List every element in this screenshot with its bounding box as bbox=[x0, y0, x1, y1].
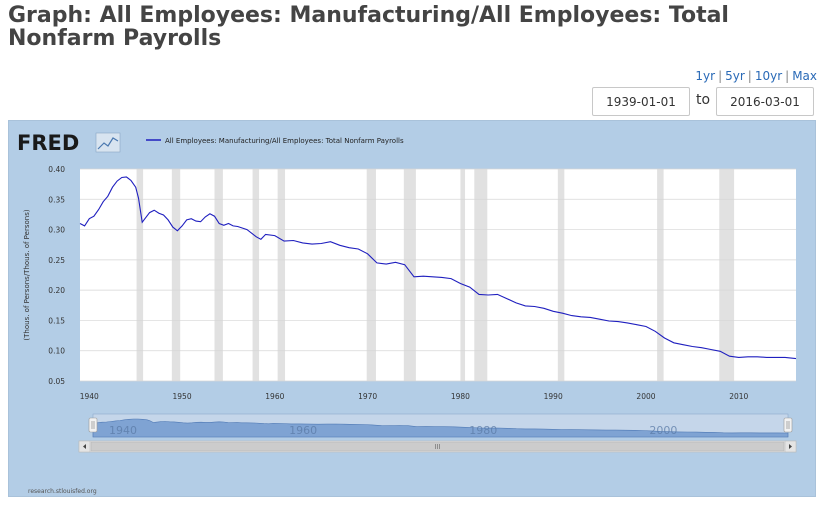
range-link-5yr[interactable]: 5yr bbox=[725, 69, 745, 83]
y-tick-label: 0.40 bbox=[48, 165, 65, 174]
chart-panel: FRED All Employees: Manufacturing/All Emp… bbox=[8, 120, 816, 497]
recession-band bbox=[719, 169, 735, 381]
x-tick-label: 1950 bbox=[173, 392, 192, 401]
source-credit: research.stlouisfed.org bbox=[28, 488, 97, 495]
recession-band bbox=[474, 169, 488, 381]
y-tick-label: 0.05 bbox=[48, 377, 65, 386]
fred-logo-graph-icon bbox=[95, 132, 121, 153]
arrow-left-icon bbox=[83, 444, 86, 449]
recession-band bbox=[557, 169, 565, 381]
recession-band bbox=[214, 169, 223, 381]
x-tick-label: 2010 bbox=[729, 392, 748, 401]
recession-band bbox=[460, 169, 466, 381]
recession-band bbox=[403, 169, 416, 381]
date-range-to-label: to bbox=[696, 92, 711, 108]
end-date-input[interactable]: 2016-03-01 bbox=[716, 87, 814, 116]
navigator-label: 2000 bbox=[649, 424, 677, 437]
navigator-left-handle[interactable] bbox=[88, 417, 98, 433]
fred-logo: FRED bbox=[17, 131, 79, 155]
recession-band bbox=[252, 169, 260, 381]
fred-logo-line-icon bbox=[97, 137, 119, 150]
recession-band bbox=[171, 169, 181, 381]
recession-band bbox=[657, 169, 664, 381]
navigator-area bbox=[92, 418, 789, 438]
start-date-input[interactable]: 1939-01-01 bbox=[592, 87, 690, 116]
chart: FRED All Employees: Manufacturing/All Emp… bbox=[17, 131, 797, 453]
legend-label: All Employees: Manufacturing/All Employe… bbox=[165, 137, 404, 145]
y-tick-label: 0.15 bbox=[48, 316, 65, 325]
arrow-right-icon bbox=[789, 444, 792, 449]
recession-band bbox=[277, 169, 286, 381]
range-links: 1yr | 5yr | 10yr | Max bbox=[695, 69, 817, 83]
recession-band bbox=[136, 169, 144, 381]
navigator-label: 1960 bbox=[289, 424, 317, 437]
x-tick-label: 1990 bbox=[544, 392, 563, 401]
plot-area bbox=[80, 169, 796, 381]
y-tick-label: 0.30 bbox=[48, 226, 65, 235]
range-link-10yr[interactable]: 10yr bbox=[754, 69, 783, 83]
separator: | bbox=[785, 69, 790, 83]
y-tick-label: 0.35 bbox=[48, 195, 65, 204]
recession-band bbox=[366, 169, 376, 381]
navigator-label: 1980 bbox=[469, 424, 497, 437]
separator: | bbox=[747, 69, 752, 83]
page-title: Graph: All Employees: Manufacturing/All … bbox=[8, 3, 729, 51]
navigator-label: 1940 bbox=[109, 424, 137, 437]
range-link-1yr[interactable]: 1yr bbox=[695, 69, 716, 83]
y-tick-label: 0.20 bbox=[48, 286, 65, 295]
separator: | bbox=[718, 69, 723, 83]
range-link-max[interactable]: Max bbox=[792, 69, 817, 83]
x-tick-label: 2000 bbox=[636, 392, 655, 401]
y-axis-label: (Thous. of Persons/Thous. of Persons) bbox=[23, 209, 31, 340]
x-tick-label: 1960 bbox=[265, 392, 284, 401]
series-line bbox=[79, 176, 797, 360]
x-tick-label: 1980 bbox=[451, 392, 470, 401]
y-tick-label: 0.10 bbox=[48, 347, 65, 356]
y-tick-label: 0.25 bbox=[48, 256, 65, 265]
x-tick-label: 1970 bbox=[358, 392, 377, 401]
navigator-right-handle[interactable] bbox=[783, 417, 793, 433]
x-tick-label: 1940 bbox=[80, 392, 99, 401]
